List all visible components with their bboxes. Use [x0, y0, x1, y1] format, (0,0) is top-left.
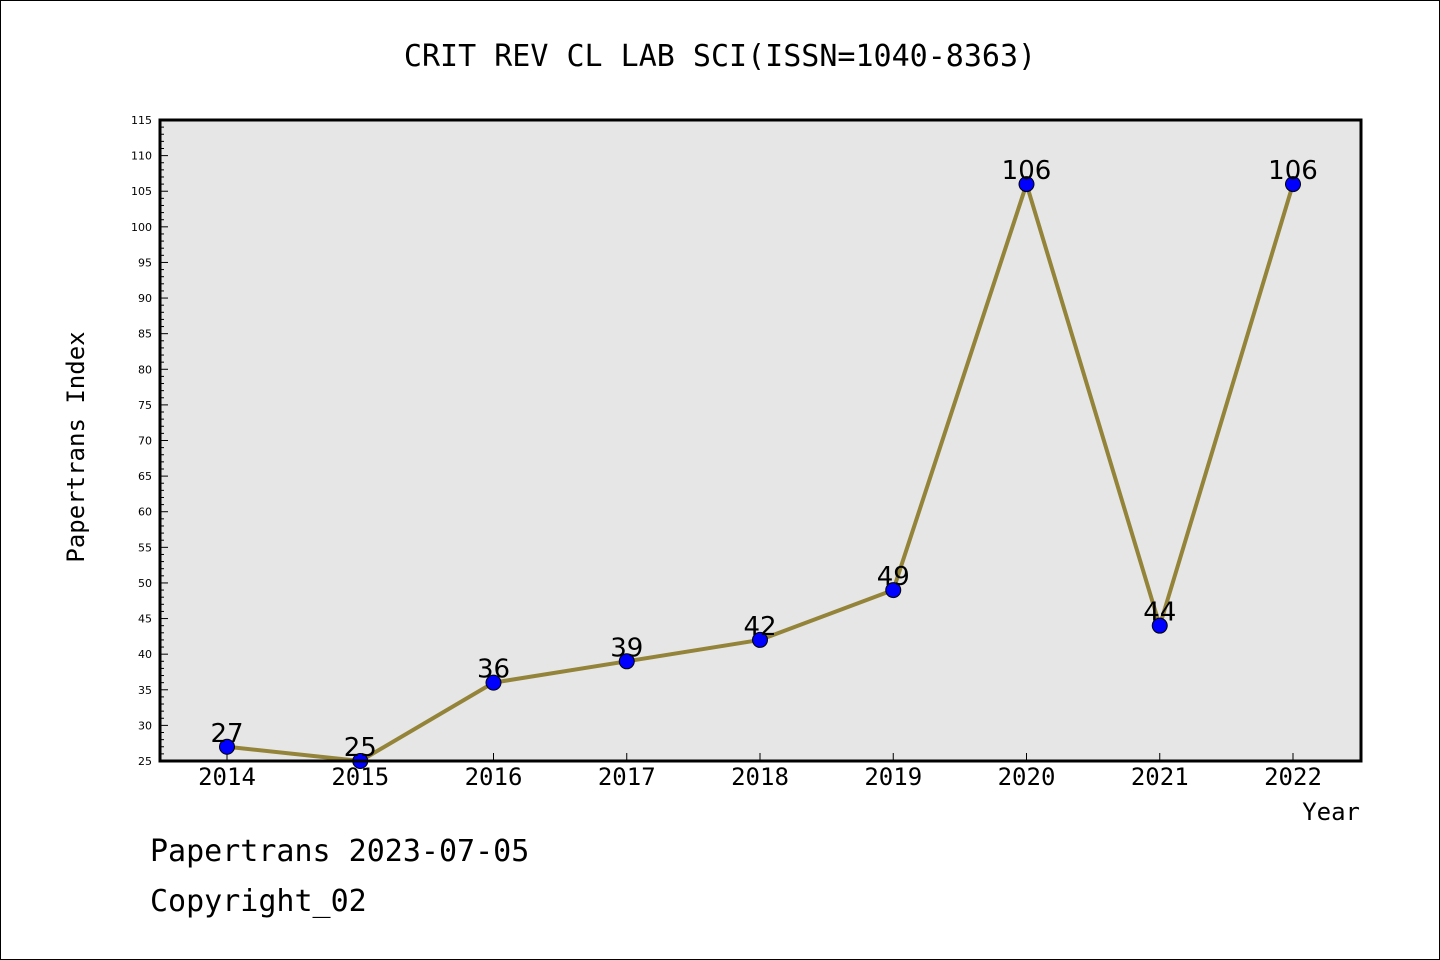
x-tick-label: 2018 [731, 763, 789, 791]
data-label: 106 [1002, 156, 1052, 186]
data-point [752, 631, 768, 648]
x-tick-label: 2021 [1131, 763, 1189, 791]
y-tick-label: 30 [138, 719, 152, 732]
data-label: 44 [1143, 598, 1176, 628]
y-tick-label: 25 [138, 755, 152, 768]
y-tick-label: 65 [138, 470, 152, 483]
data-label: 39 [610, 633, 643, 663]
y-axis: 25 30 35 40 45 50 55 60 65 70 75 80 85 90 95 100 105 110 1… [131, 114, 168, 768]
x-tick-label: 2016 [465, 763, 523, 791]
footer-date-line: Papertrans 2023-07-05 [150, 834, 530, 869]
y-tick-label: 55 [138, 541, 152, 554]
data-label: 42 [743, 612, 776, 642]
y-tick-label: 115 [131, 114, 152, 127]
x-axis-label: Year [1302, 798, 1360, 826]
x-tick-label: 2014 [198, 763, 256, 791]
x-axis: 2014 2015 2016 2017 2018 2019 2020 2021 2022 [198, 753, 1322, 791]
y-tick-label: 60 [138, 506, 152, 519]
y-tick-label: 90 [138, 292, 152, 305]
x-tick-label: 2017 [598, 763, 656, 791]
data-label: 49 [877, 562, 910, 592]
data-point [618, 653, 635, 670]
y-tick-label: 50 [138, 577, 152, 590]
chart-title: CRIT REV CL LAB SCI(ISSN=1040-8363) [404, 39, 1036, 74]
y-tick-label: 75 [138, 399, 152, 412]
y-tick-label: 40 [138, 648, 152, 661]
y-tick-label: 110 [131, 150, 152, 163]
y-tick-label: 95 [138, 256, 152, 269]
x-tick-label: 2022 [1264, 763, 1322, 791]
x-tick-label: 2020 [998, 763, 1056, 791]
y-tick-label: 105 [131, 185, 152, 198]
y-tick-label: 100 [131, 221, 152, 234]
data-label: 106 [1268, 156, 1318, 186]
x-tick-label: 2019 [864, 763, 922, 791]
data-label: 36 [477, 655, 510, 685]
data-point [1018, 176, 1035, 193]
data-labels: 27 25 36 39 42 49 106 44 106 [210, 156, 1317, 763]
y-tick-label: 70 [138, 435, 152, 448]
y-tick-label: 45 [138, 613, 152, 626]
data-point [485, 674, 502, 691]
series-markers [219, 176, 1301, 769]
plot-area [160, 120, 1361, 761]
y-tick-label: 35 [138, 684, 152, 697]
footer-copyright-line: Copyright_02 [150, 884, 367, 919]
data-point [1285, 176, 1301, 193]
plot-border [158, 118, 1363, 763]
data-label: 25 [344, 733, 377, 763]
y-tick-label: 85 [138, 328, 152, 341]
y-axis-label: Papertrans Index [62, 331, 90, 562]
y-tick-label: 80 [138, 363, 152, 376]
data-point [219, 738, 235, 755]
data-point [885, 582, 902, 599]
data-label: 27 [210, 719, 243, 749]
data-point [1151, 617, 1168, 634]
